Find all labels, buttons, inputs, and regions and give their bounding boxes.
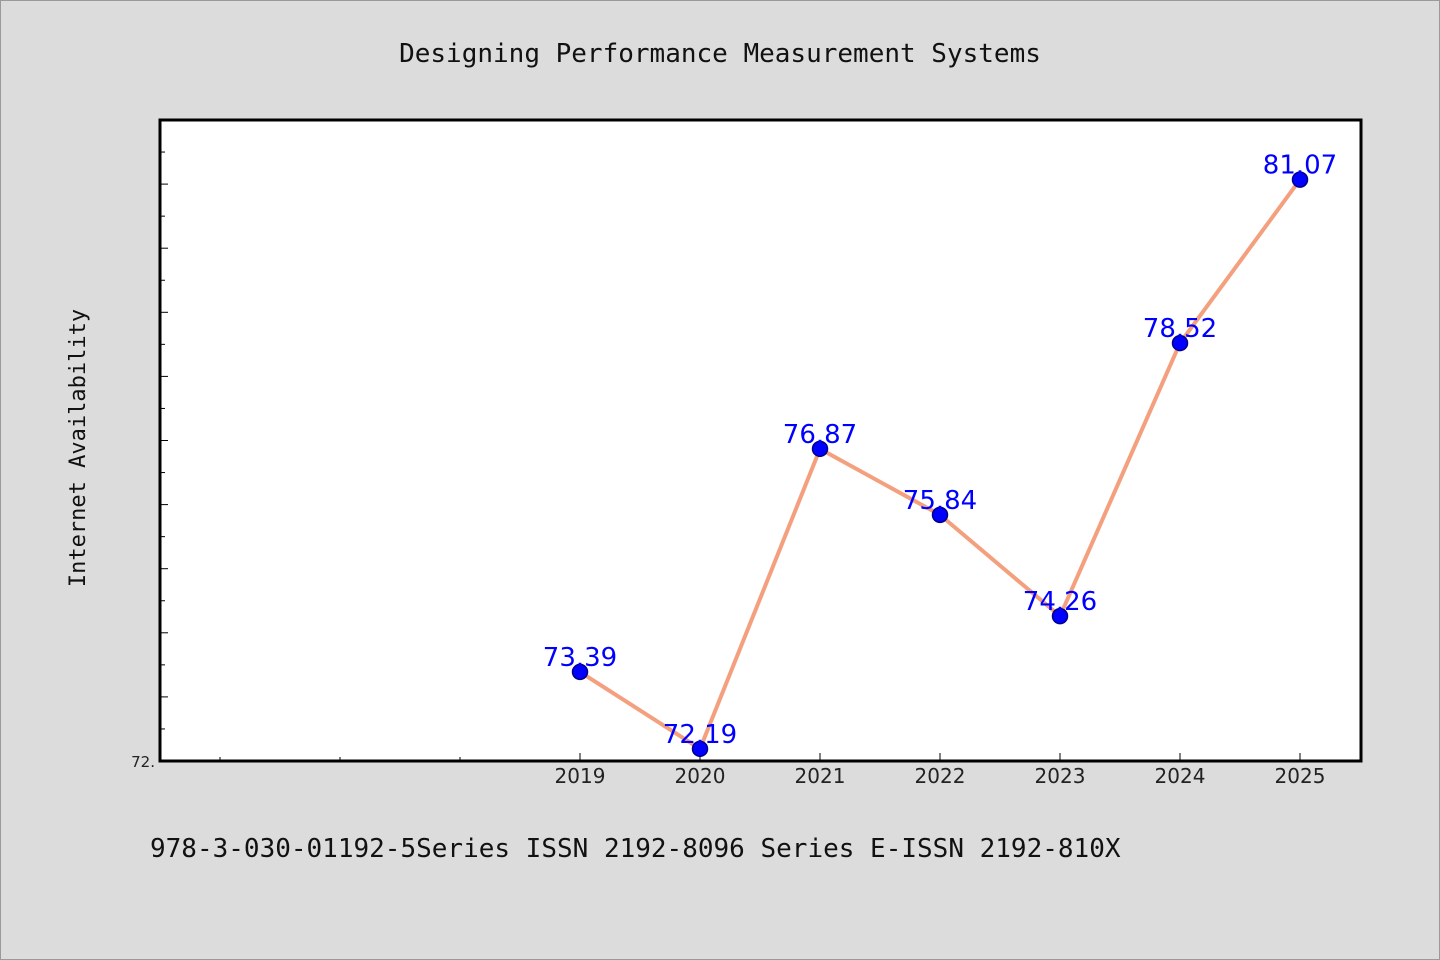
data-label: 72.19	[663, 720, 737, 750]
data-point	[931, 506, 949, 524]
x-tick-label: 2023	[1035, 764, 1086, 788]
data-point	[811, 440, 829, 458]
y-tick-label: 72.	[131, 753, 155, 771]
data-label: 75.84	[903, 486, 977, 516]
data-point	[691, 740, 709, 758]
x-tick-label: 2022	[915, 764, 966, 788]
plot-frame	[158, 118, 1363, 763]
x-tick-label: 2019	[555, 764, 606, 788]
data-markers	[571, 171, 1309, 758]
chart-title: Designing Performance Measurement System…	[399, 39, 1041, 69]
x-axis-ticks: 2019 2020 2021 2022 2023 2024 2025	[219, 753, 1326, 788]
y-axis-label: Internet Availability	[66, 309, 91, 587]
plot-area	[160, 120, 1361, 761]
data-point	[1171, 334, 1189, 352]
data-label: 76.87	[783, 420, 857, 450]
footer-text: 978-3-030-01192-5Series ISSN 2192-8096 S…	[150, 834, 1121, 864]
data-point	[571, 663, 589, 681]
x-tick-label: 2020	[675, 764, 726, 788]
data-point	[1291, 171, 1309, 188]
x-tick-label: 2025	[1275, 764, 1326, 788]
data-point	[1051, 607, 1069, 625]
x-tick-label: 2021	[795, 764, 846, 788]
data-labels: 73.39 72.19 76.87 75.84 74.26 78.52 81.07	[543, 151, 1337, 750]
data-label: 78.52	[1143, 314, 1217, 344]
data-label: 74.26	[1023, 587, 1097, 617]
data-label: 81.07	[1263, 151, 1337, 181]
data-label: 73.39	[543, 643, 617, 673]
x-tick-label: 2024	[1155, 764, 1206, 788]
